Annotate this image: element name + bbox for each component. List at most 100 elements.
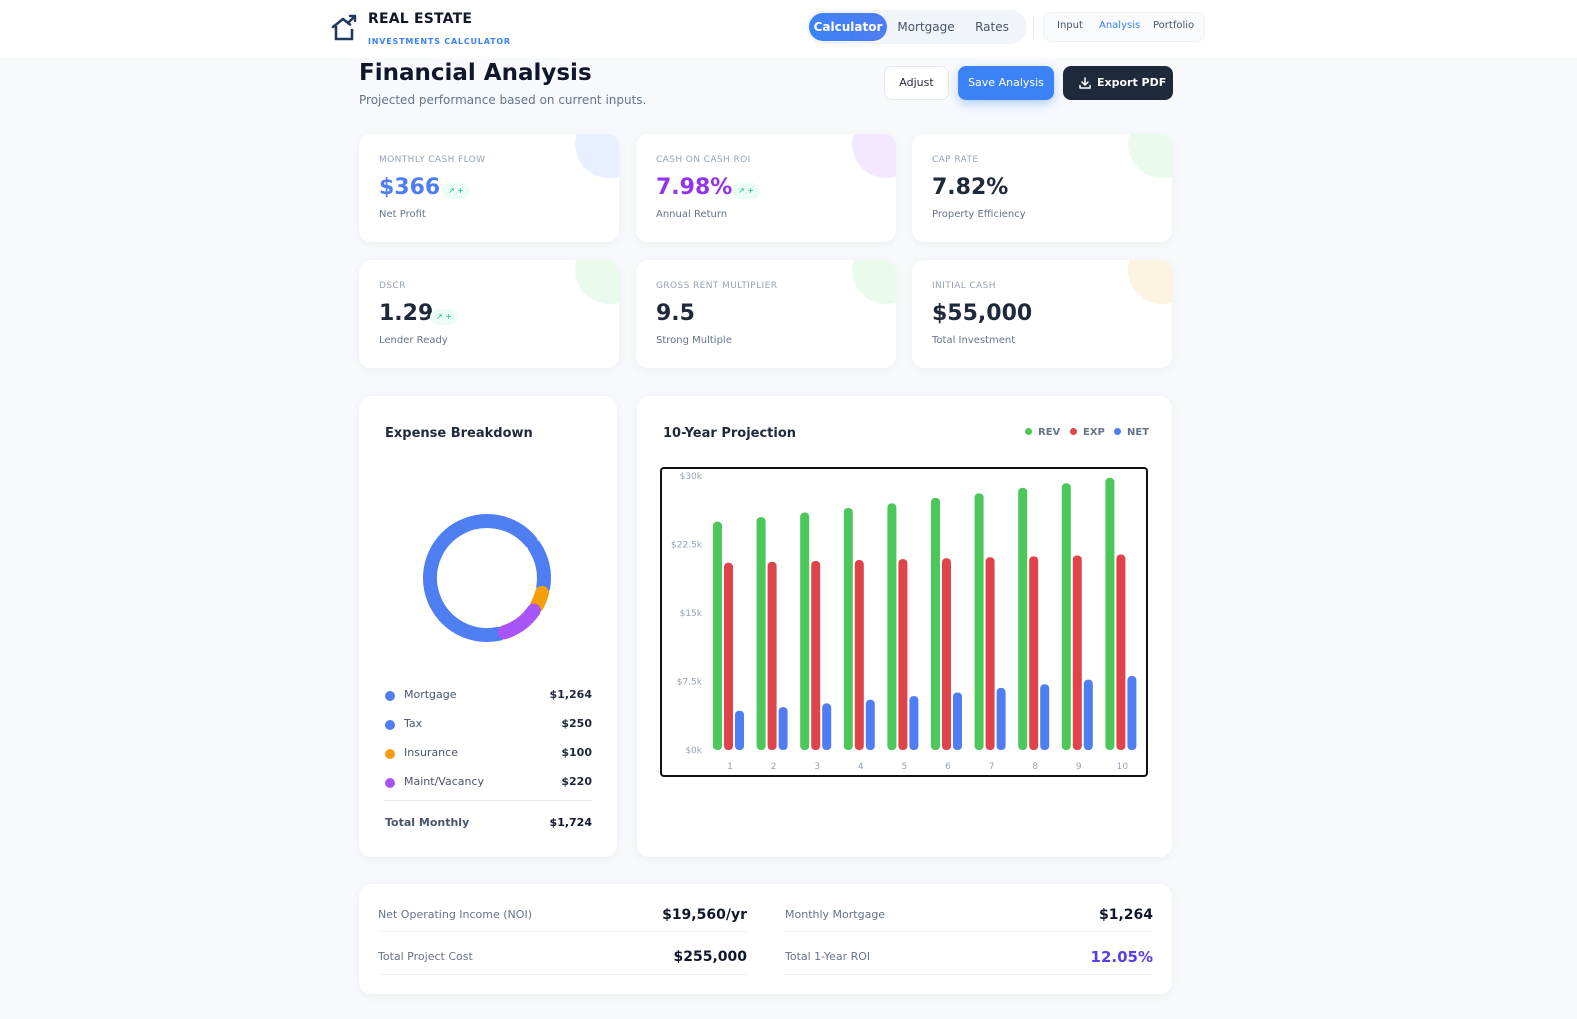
metric-card: GROSS RENT MULTIPLIER 9.5 Strong Multiple: [636, 260, 896, 368]
projection-title: 10-Year Projection: [663, 426, 797, 441]
metric-caption: Net Profit: [379, 209, 426, 220]
bar-rev: [931, 497, 940, 750]
expense-name: Insurance: [404, 746, 458, 759]
card-decoration: [575, 134, 619, 178]
total-project-cost-value: $255,000: [673, 949, 747, 965]
total-roi-value: 12.05%: [1090, 948, 1153, 966]
total-monthly-value: $1,724: [549, 816, 592, 829]
x-tick-label: 8: [1032, 762, 1038, 772]
subnav-portfolio[interactable]: Portfolio: [1153, 20, 1195, 31]
adjust-button[interactable]: Adjust: [884, 66, 949, 100]
export-pdf-button[interactable]: Export PDF: [1063, 66, 1173, 100]
sub-nav: Input Analysis Portfolio: [1043, 12, 1205, 42]
bar-exp: [724, 562, 733, 750]
bar-net: [1083, 679, 1093, 750]
metric-label: INITIAL CASH: [932, 281, 996, 291]
summary-divider: [378, 931, 747, 932]
expense-legend-item: Maint/Vacancy $220: [384, 775, 592, 791]
bar-exp: [811, 560, 821, 750]
card-decoration: [575, 260, 619, 304]
legend-rev-swatch: [1025, 427, 1032, 435]
bar-rev: [843, 507, 853, 750]
legend-exp-label: EXP: [1083, 427, 1105, 438]
metric-label: DSCR: [379, 281, 406, 291]
summary-divider: [378, 974, 747, 975]
page-subtitle: Projected performance based on current i…: [359, 93, 647, 107]
metric-card: CAP RATE 7.82% Property Efficiency: [912, 134, 1172, 242]
donut-slice: [497, 603, 541, 640]
export-pdf-label: Export PDF: [1097, 76, 1167, 89]
trend-up-icon: ↗ +: [732, 183, 760, 199]
main-nav: Calculator Mortgage Rates: [807, 10, 1027, 44]
subnav-input[interactable]: Input: [1057, 20, 1083, 31]
expense-amount: $220: [561, 775, 592, 788]
tab-mortgage[interactable]: Mortgage: [897, 20, 955, 34]
legend-dot: [385, 720, 395, 730]
download-icon: [1079, 77, 1091, 89]
total-divider: [384, 800, 592, 801]
expense-breakdown-card: Expense Breakdown Total Monthly $1,724 M…: [359, 396, 617, 857]
tab-calculator[interactable]: Calculator: [809, 13, 887, 41]
legend-exp-swatch: [1070, 427, 1077, 435]
tab-rates[interactable]: Rates: [975, 20, 1009, 34]
metric-caption: Total Investment: [932, 335, 1016, 346]
bar-rev: [800, 512, 810, 750]
trend-up-icon: ↗ +: [442, 183, 470, 199]
metric-card: INITIAL CASH $55,000 Total Investment: [912, 260, 1172, 368]
x-tick-label: 7: [989, 762, 995, 772]
metric-value: 9.5: [656, 301, 695, 326]
noi-label: Net Operating Income (NOI): [378, 908, 532, 921]
bar-rev: [974, 493, 984, 750]
y-tick-label: $15k: [680, 609, 703, 619]
x-tick-label: 5: [902, 762, 908, 772]
bar-exp: [985, 557, 995, 750]
legend-net-swatch: [1114, 427, 1121, 435]
metric-label: CASH ON CASH ROI: [656, 155, 751, 165]
metric-caption: Property Efficiency: [932, 209, 1026, 220]
projection-bar-chart: $0k $7.5k $15k $22.5k $30k 1 2 3 4 5 6 7 8 9 10: [660, 467, 1148, 777]
expense-legend-item: Mortgage $1,264: [384, 688, 592, 704]
legend-exp: EXP: [1070, 427, 1105, 438]
chart-frame: [660, 467, 1148, 777]
x-tick-label: 6: [945, 762, 951, 772]
bar-net: [822, 703, 832, 750]
expense-amount: $250: [561, 717, 592, 730]
expense-name: Mortgage: [404, 688, 457, 701]
bar-net: [735, 710, 744, 750]
metric-value: 7.82%: [932, 175, 1009, 200]
nav-divider: [1033, 16, 1034, 38]
save-analysis-button[interactable]: Save Analysis: [958, 66, 1054, 100]
top-bar: REAL ESTATE INVESTMENTS CALCULATOR Calcu…: [0, 0, 1577, 58]
legend-net-label: NET: [1127, 427, 1150, 438]
metric-label: CAP RATE: [932, 155, 979, 165]
page-title: Financial Analysis: [359, 60, 592, 86]
monthly-mortgage-value: $1,264: [1098, 907, 1153, 923]
metric-caption: Annual Return: [656, 209, 728, 220]
bar-exp: [942, 558, 951, 750]
total-monthly-label: Total Monthly: [385, 816, 470, 829]
projection-card: 10-Year Projection REV EXP NET $0k $7.5k $…: [637, 396, 1172, 857]
donut-slice: [527, 539, 551, 595]
metric-card: MONTHLY CASH FLOW $366 ↗ + Net Profit: [359, 134, 619, 242]
expense-legend-item: Insurance $100: [384, 746, 592, 762]
monthly-mortgage-label: Monthly Mortgage: [785, 908, 886, 921]
bar-exp: [854, 560, 864, 750]
bar-rev: [713, 521, 722, 750]
bar-rev: [756, 517, 766, 750]
expense-legend-item: Tax $250: [384, 717, 592, 733]
metric-card: CASH ON CASH ROI 7.98% ↗ + Annual Return: [636, 134, 896, 242]
x-tick-label: 9: [1076, 762, 1082, 772]
legend-dot: [385, 691, 395, 701]
metric-label: GROSS RENT MULTIPLIER: [656, 281, 778, 291]
bar-exp: [1072, 555, 1082, 750]
metric-label: MONTHLY CASH FLOW: [379, 155, 486, 165]
bar-rev: [1061, 483, 1071, 750]
expense-amount: $1,264: [549, 688, 592, 701]
bar-exp: [767, 561, 777, 750]
subnav-analysis[interactable]: Analysis: [1099, 20, 1141, 31]
bar-net: [1127, 676, 1137, 750]
brand[interactable]: REAL ESTATE INVESTMENTS CALCULATOR: [330, 10, 530, 50]
bar-rev: [887, 503, 897, 750]
legend-dot: [385, 778, 395, 788]
x-tick-label: 10: [1117, 762, 1129, 772]
